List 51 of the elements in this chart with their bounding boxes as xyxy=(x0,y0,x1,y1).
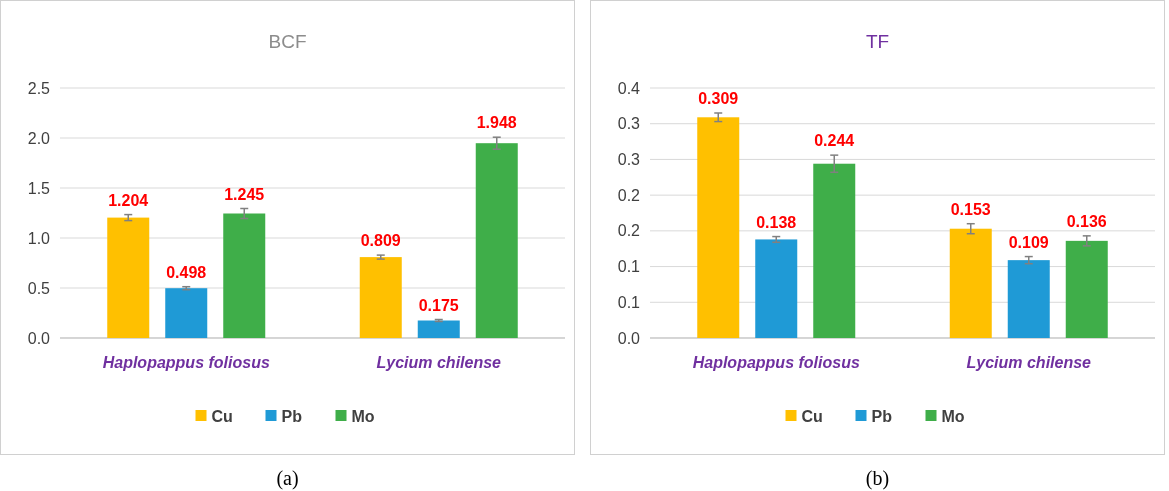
legend-label: Mo xyxy=(351,407,375,425)
data-label: 0.175 xyxy=(418,296,459,314)
chart-title: TF xyxy=(865,31,890,52)
data-label: 0.136 xyxy=(1066,212,1107,230)
y-tick-label: 0.1 xyxy=(617,258,641,276)
bar xyxy=(417,320,460,338)
legend-label: Mo xyxy=(941,407,965,425)
data-label: 0.498 xyxy=(166,263,207,281)
bar xyxy=(697,117,740,338)
bar xyxy=(165,288,208,338)
y-tick-label: 0.5 xyxy=(27,279,51,297)
y-tick-label: 0.4 xyxy=(617,79,641,97)
data-label: 1.204 xyxy=(108,191,149,209)
x-tick-label: Haplopappus foliosus xyxy=(692,354,860,371)
bar xyxy=(813,163,856,338)
bar xyxy=(223,213,266,338)
y-tick-label: 0.0 xyxy=(617,329,641,347)
y-tick-label: 1.5 xyxy=(27,179,51,197)
text: (b) xyxy=(865,467,890,490)
x-tick-label: Haplopappus foliosus xyxy=(102,354,270,371)
data-label: 0.809 xyxy=(360,232,401,250)
bar xyxy=(107,217,150,338)
data-label: 0.309 xyxy=(698,90,739,107)
bar xyxy=(475,143,518,338)
bar xyxy=(755,239,798,338)
text: 1.0 xyxy=(27,229,50,247)
legend-label: Pb xyxy=(281,407,303,425)
data-label: 1.245 xyxy=(224,185,265,203)
text: 2.0 xyxy=(27,129,50,147)
chart-title: BCF xyxy=(268,31,307,52)
bar xyxy=(1065,240,1108,338)
x-tick-label: Lycium chilense xyxy=(966,354,1092,371)
data-label: 0.138 xyxy=(756,213,797,231)
legend-label: Cu xyxy=(211,407,233,425)
data-label: 0.109 xyxy=(1008,233,1049,251)
legend-label: Cu xyxy=(801,407,823,425)
data-label: 1.948 xyxy=(476,114,517,132)
x-tick-label: Lycium chilense xyxy=(376,354,502,371)
legend-label: Pb xyxy=(871,407,893,425)
y-tick-label: 0.2 xyxy=(617,186,641,204)
y-tick-label: 0.2 xyxy=(617,222,641,240)
text: (a) xyxy=(276,467,299,490)
bar xyxy=(1007,260,1050,338)
y-tick-label: 2.5 xyxy=(27,79,51,97)
data-label: 0.153 xyxy=(950,200,991,218)
bar xyxy=(949,228,992,338)
y-tick-label: 0.3 xyxy=(617,151,641,169)
y-tick-label: 0.3 xyxy=(617,115,641,133)
bar xyxy=(359,257,402,338)
data-label: 0.244 xyxy=(814,132,855,150)
y-tick-label: 0.1 xyxy=(617,293,641,311)
